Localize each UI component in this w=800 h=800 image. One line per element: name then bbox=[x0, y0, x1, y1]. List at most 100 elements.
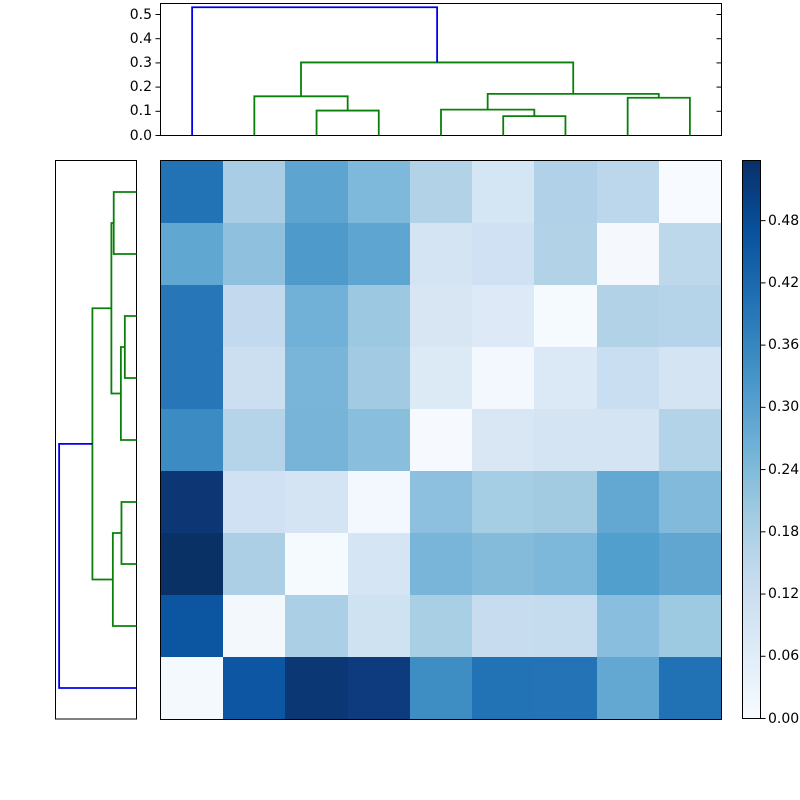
top-dendrogram-link bbox=[440, 108, 536, 136]
left-dendrogram-link bbox=[91, 307, 113, 581]
heatmap-cell bbox=[658, 223, 721, 285]
heatmap-cell bbox=[285, 285, 348, 347]
heatmap-cell bbox=[534, 161, 597, 223]
colorbar-tick-label: 0.42 bbox=[768, 274, 800, 291]
heatmap-cell bbox=[347, 347, 410, 409]
heatmap-cell bbox=[596, 223, 659, 285]
top-y-axis-tick-label: 0.2 bbox=[129, 79, 152, 96]
top-dendrogram-link bbox=[626, 96, 691, 136]
heatmap-cell bbox=[347, 657, 410, 719]
heatmap-cell bbox=[658, 595, 721, 657]
heatmap-cell bbox=[347, 471, 410, 533]
top-dendrogram-link bbox=[502, 115, 567, 136]
left-dendrogram-link bbox=[119, 346, 137, 441]
heatmap-cell bbox=[534, 595, 597, 657]
colorbar-tick-label: 0.12 bbox=[768, 586, 800, 603]
heatmap-cell bbox=[223, 595, 286, 657]
heatmap-cell bbox=[285, 533, 348, 595]
heatmap-cell bbox=[223, 409, 286, 471]
left-dendrogram-link bbox=[112, 191, 137, 255]
left-dendrogram-link bbox=[110, 222, 121, 395]
heatmap-cell bbox=[285, 347, 348, 409]
heatmap-cell bbox=[409, 533, 473, 595]
colorbar-tick-label: 0.36 bbox=[768, 337, 800, 354]
heatmap-cell bbox=[596, 161, 659, 223]
left-dendrogram-link bbox=[123, 315, 137, 379]
heatmap-cell bbox=[285, 409, 348, 471]
heatmap-cell bbox=[472, 347, 535, 409]
top-dendrogram-link bbox=[300, 61, 575, 97]
heatmap-cell bbox=[472, 533, 535, 595]
heatmap-cell bbox=[409, 657, 473, 719]
top-y-axis-tick-label: 0.0 bbox=[129, 127, 152, 144]
top-dendrogram-link bbox=[315, 109, 380, 136]
heatmap-cell bbox=[347, 533, 410, 595]
heatmap-cell bbox=[596, 471, 659, 533]
heatmap-cell bbox=[658, 471, 721, 533]
heatmap-cell bbox=[534, 657, 597, 719]
heatmap-cell bbox=[409, 409, 473, 471]
heatmap-cell bbox=[223, 471, 286, 533]
heatmap-cell bbox=[347, 409, 410, 471]
heatmap-cell bbox=[658, 161, 721, 223]
heatmap-cell bbox=[596, 285, 659, 347]
colorbar-tick-label: 0.00 bbox=[768, 710, 800, 727]
heatmap-cell bbox=[285, 471, 348, 533]
heatmap-cell bbox=[472, 657, 535, 719]
heatmap-cell bbox=[472, 595, 535, 657]
top-y-axis-tick-label: 0.4 bbox=[129, 30, 152, 47]
heatmap-cell bbox=[472, 223, 535, 285]
heatmap-cell bbox=[596, 409, 659, 471]
top-dendrogram-link bbox=[486, 92, 660, 110]
top-y-axis-tick-label: 0.3 bbox=[129, 54, 152, 71]
heatmap-cell bbox=[534, 223, 597, 285]
heatmap-cell bbox=[472, 409, 535, 471]
heatmap-cell bbox=[658, 347, 721, 409]
heatmap-cell bbox=[223, 347, 286, 409]
colorbar-tick-label: 0.18 bbox=[768, 523, 800, 540]
heatmap-cell bbox=[534, 409, 597, 471]
heatmap-cell bbox=[409, 347, 473, 409]
heatmap-cell bbox=[285, 657, 348, 719]
heatmap-cell bbox=[658, 657, 721, 719]
top-dendrogram-border bbox=[160, 3, 722, 136]
top-y-axis-tick-label: 0.1 bbox=[129, 103, 152, 120]
heatmap-cell bbox=[596, 657, 659, 719]
heatmap-cell bbox=[161, 409, 224, 471]
heatmap-cell bbox=[409, 595, 473, 657]
heatmap-cell bbox=[596, 533, 659, 595]
heatmap-cell bbox=[223, 223, 286, 285]
heatmap-cell bbox=[347, 161, 410, 223]
heatmap-cell bbox=[409, 161, 473, 223]
heatmap-cell bbox=[161, 161, 224, 223]
heatmap-cell bbox=[658, 533, 721, 595]
heatmap-cell bbox=[347, 595, 410, 657]
heatmap-cell bbox=[161, 595, 224, 657]
heatmap-cell bbox=[534, 533, 597, 595]
heatmap-cell bbox=[285, 595, 348, 657]
heatmap-cell bbox=[534, 285, 597, 347]
heatmap-cell bbox=[347, 223, 410, 285]
heatmap-cell bbox=[223, 285, 286, 347]
heatmap-cell bbox=[472, 161, 535, 223]
heatmap-cell bbox=[161, 223, 224, 285]
heatmap-cell bbox=[161, 285, 224, 347]
colorbar-tick-label: 0.30 bbox=[768, 399, 800, 416]
colorbar-gradient bbox=[743, 161, 761, 719]
top-dendrogram-link bbox=[253, 95, 349, 136]
heatmap-cell bbox=[409, 471, 473, 533]
heatmap-cell bbox=[223, 161, 286, 223]
top-y-axis-tick-label: 0.5 bbox=[129, 6, 152, 23]
heatmap-cell bbox=[534, 471, 597, 533]
heatmap-cell bbox=[534, 347, 597, 409]
heatmap-cell bbox=[596, 595, 659, 657]
heatmap-cell bbox=[285, 223, 348, 285]
colorbar-tick-label: 0.24 bbox=[768, 461, 800, 478]
heatmap-cell bbox=[161, 533, 224, 595]
heatmap-cell bbox=[658, 285, 721, 347]
heatmap-cell bbox=[161, 347, 224, 409]
left-dendrogram-link bbox=[120, 501, 137, 565]
heatmap-cell bbox=[223, 533, 286, 595]
left-dendrogram-border bbox=[55, 160, 137, 720]
